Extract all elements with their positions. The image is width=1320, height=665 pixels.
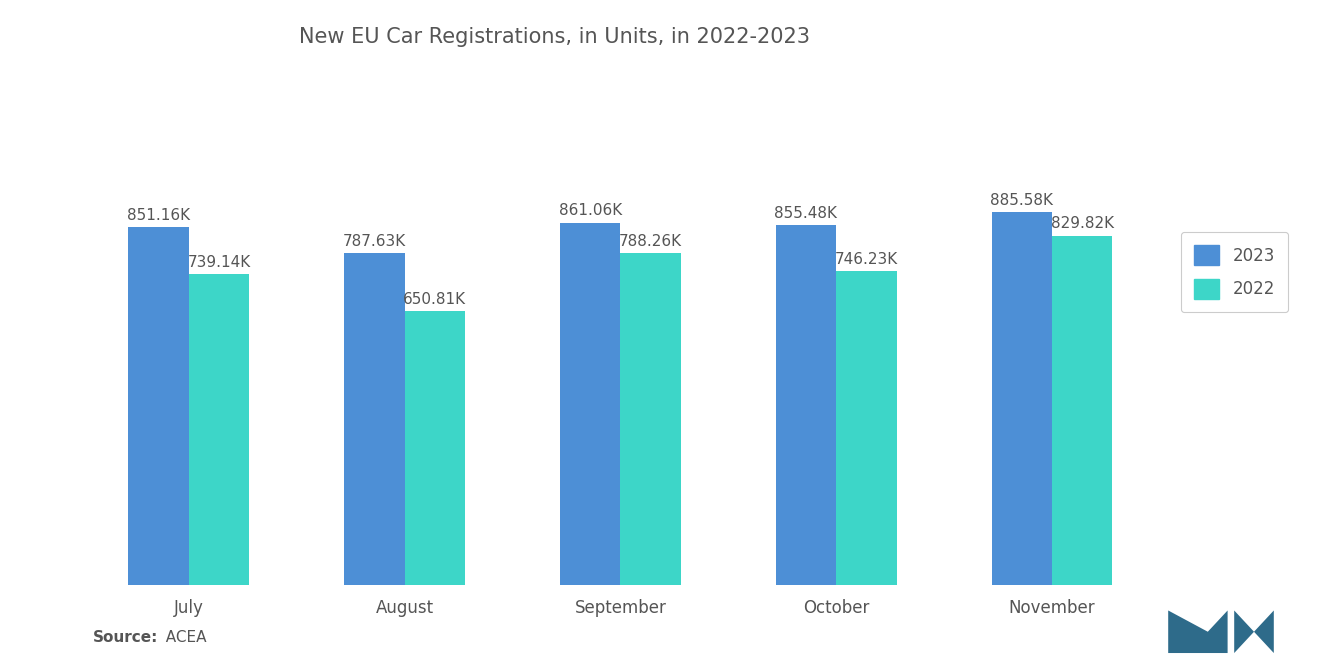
Text: 787.63K: 787.63K — [343, 234, 407, 249]
Text: 851.16K: 851.16K — [127, 207, 190, 223]
Polygon shape — [1234, 610, 1274, 653]
Legend: 2023, 2022: 2023, 2022 — [1181, 231, 1288, 312]
Text: 788.26K: 788.26K — [619, 234, 682, 249]
Text: 861.06K: 861.06K — [558, 203, 622, 218]
Bar — [1052, 235, 1113, 585]
Bar — [620, 253, 681, 585]
Bar — [560, 223, 620, 585]
Bar — [189, 274, 249, 585]
Bar — [345, 253, 405, 585]
Bar — [405, 311, 465, 585]
Bar — [836, 271, 896, 585]
Text: 650.81K: 650.81K — [403, 292, 466, 307]
Text: 855.48K: 855.48K — [775, 205, 837, 221]
Text: 739.14K: 739.14K — [187, 255, 251, 270]
Text: New EU Car Registrations, in Units, in 2022-2023: New EU Car Registrations, in Units, in 2… — [298, 27, 810, 47]
Bar — [128, 227, 189, 585]
Text: ACEA: ACEA — [156, 630, 206, 645]
Polygon shape — [1168, 610, 1228, 653]
Text: Source:: Source: — [92, 630, 158, 645]
Text: 746.23K: 746.23K — [834, 251, 898, 267]
Text: 885.58K: 885.58K — [990, 193, 1053, 208]
Text: 829.82K: 829.82K — [1051, 217, 1114, 231]
Bar — [776, 225, 836, 585]
Bar — [991, 212, 1052, 585]
